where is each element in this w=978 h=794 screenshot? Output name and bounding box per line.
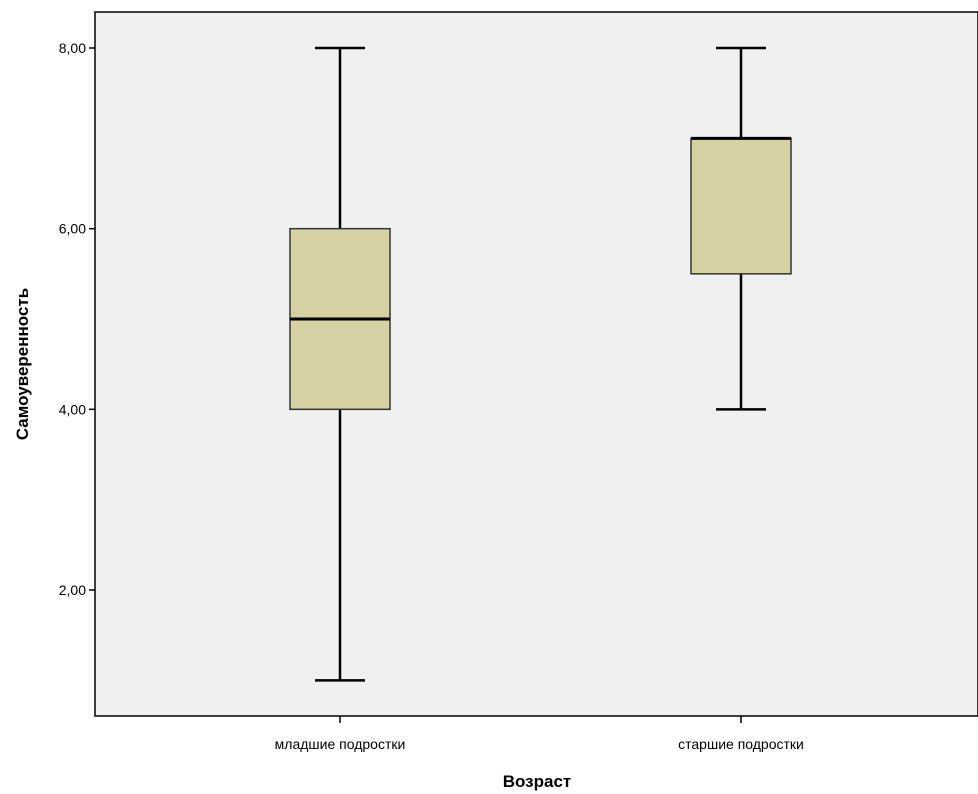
plot-area (94, 11, 978, 717)
boxes (289, 46, 792, 682)
y-axis-title: Самоуверенность (13, 288, 32, 440)
iqr-box (690, 137, 792, 275)
y-tick-label: 2,00 (59, 582, 86, 598)
x-tick-label: младшие подростки (275, 736, 406, 752)
x-axis: младшие подростки старшие подростки (275, 716, 804, 752)
x-tick-label: старшие подростки (678, 736, 804, 752)
y-tick-label: 4,00 (59, 401, 86, 417)
y-tick-label: 8,00 (59, 40, 86, 56)
y-axis: 2,00 4,00 6,00 8,00 (59, 40, 95, 598)
y-tick-label: 6,00 (59, 221, 86, 237)
box-group (289, 46, 391, 682)
x-axis-title: Возраст (503, 772, 572, 791)
box-group (690, 46, 792, 411)
